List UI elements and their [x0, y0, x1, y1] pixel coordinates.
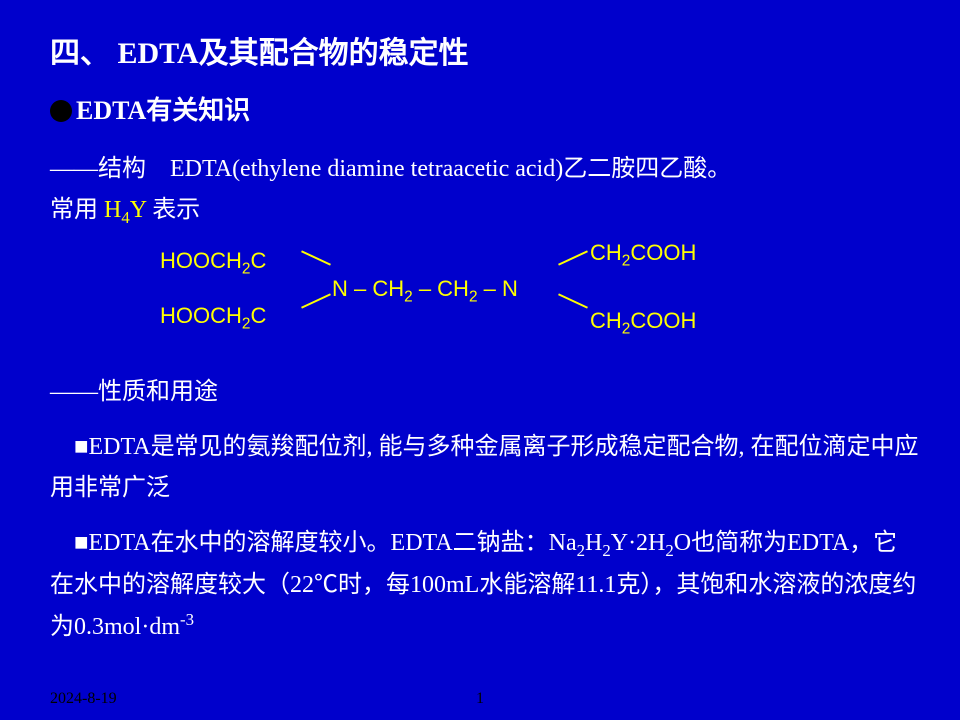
- bond-line: [558, 293, 588, 308]
- p2s1: 2: [577, 540, 585, 559]
- c-n1: N: [332, 276, 348, 301]
- common-prefix: 常用: [50, 197, 104, 223]
- rb-b: COOH: [630, 308, 696, 333]
- common-suffix: 表示: [146, 197, 200, 223]
- p2sup: -3: [180, 610, 194, 629]
- p2s3: 2: [665, 540, 673, 559]
- p2a: EDTA在水中的溶解度较小。EDTA二钠盐：Na: [89, 530, 577, 556]
- lb-a: HOOCH: [160, 303, 242, 328]
- footer-date: 2024-8-19: [50, 690, 117, 708]
- bullet-icon: [50, 100, 72, 122]
- properties-label: ——性质和用途: [50, 372, 920, 413]
- rb-a: CH: [590, 308, 622, 333]
- square-bullet-icon: ■: [74, 529, 89, 556]
- subtitle-text: EDTA有关知识: [76, 96, 250, 125]
- c-ch1: CH: [372, 276, 404, 301]
- slide-title: 四、 EDTA及其配合物的稳定性: [50, 28, 920, 72]
- square-bullet-icon: ■: [74, 433, 89, 460]
- formula-y: Y: [130, 197, 146, 223]
- lb-b: C: [250, 303, 266, 328]
- lt-a: HOOCH: [160, 248, 242, 273]
- chemical-structure: HOOCH2C HOOCH2C N – CH2 – CH2 – N CH2COO…: [160, 242, 920, 357]
- structure-text: EDTA(ethylene diamine tetraacetic acid)乙…: [170, 156, 731, 182]
- property-2: ■EDTA在水中的溶解度较小。EDTA二钠盐：Na2H2Y·2H2O也简称为ED…: [50, 523, 920, 648]
- structure-line: ——结构 EDTA(ethylene diamine tetraacetic a…: [50, 149, 920, 190]
- bond-line: [301, 293, 331, 308]
- struct-left-top: HOOCH2C: [160, 242, 266, 283]
- c-ch2: CH: [437, 276, 469, 301]
- p2s2: 2: [602, 540, 610, 559]
- struct-left-bot: HOOCH2C: [160, 297, 266, 338]
- c-n2: N: [502, 276, 518, 301]
- struct-center: N – CH2 – CH2 – N: [332, 270, 518, 311]
- slide: 四、 EDTA及其配合物的稳定性 EDTA有关知识 ——结构 EDTA(ethy…: [0, 0, 960, 720]
- structure-label: ——结构: [50, 156, 146, 182]
- lt-b: C: [250, 248, 266, 273]
- p2c: Y·2H: [611, 530, 666, 556]
- rt-b: COOH: [630, 240, 696, 265]
- dash: –: [478, 276, 502, 301]
- bond-line: [301, 250, 331, 265]
- c-ch2s: 2: [469, 289, 478, 306]
- struct-right-bot: CH2COOH: [590, 302, 696, 343]
- formula-h: H: [104, 197, 121, 223]
- footer-page-number: 1: [476, 690, 484, 708]
- dash: –: [348, 276, 372, 301]
- property-1: ■EDTA是常见的氨羧配位剂, 能与多种金属离子形成稳定配合物, 在配位滴定中应…: [50, 427, 920, 509]
- p2b: H: [585, 530, 602, 556]
- common-notation-line: 常用 H4Y 表示: [50, 190, 920, 232]
- body-content: ——结构 EDTA(ethylene diamine tetraacetic a…: [50, 149, 920, 647]
- rt-a: CH: [590, 240, 622, 265]
- formula-4: 4: [121, 208, 129, 227]
- prop1-text: EDTA是常见的氨羧配位剂, 能与多种金属离子形成稳定配合物, 在配位滴定中应用…: [50, 434, 919, 501]
- bond-line: [558, 250, 588, 265]
- struct-right-top: CH2COOH: [590, 234, 696, 275]
- c-ch1s: 2: [404, 289, 413, 306]
- slide-subtitle: EDTA有关知识: [50, 90, 920, 127]
- dash: –: [413, 276, 437, 301]
